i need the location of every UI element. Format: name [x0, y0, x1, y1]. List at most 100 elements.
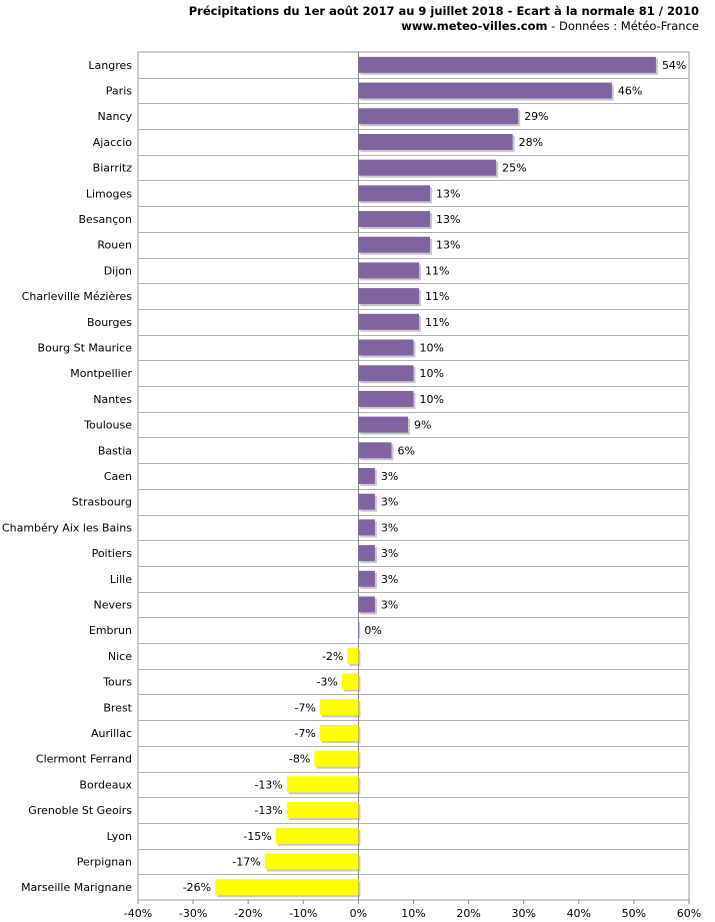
bar — [358, 416, 408, 433]
chart-subtitle: www.meteo-villes.com - Données : Météo-F… — [401, 19, 699, 33]
value-label: 25% — [502, 162, 526, 175]
bar — [358, 211, 431, 228]
bar — [358, 236, 431, 253]
bar — [358, 56, 656, 73]
bar — [358, 622, 360, 639]
value-label: 13% — [436, 187, 460, 200]
value-label: 11% — [425, 290, 449, 303]
category-label: Bourg St Maurice — [38, 342, 133, 355]
bars — [215, 56, 658, 898]
value-label: -13% — [254, 804, 282, 817]
value-label: -2% — [322, 650, 343, 663]
category-label: Chambéry Aix les Bains — [2, 521, 132, 534]
value-label: 13% — [436, 213, 460, 226]
category-label: Brest — [103, 701, 132, 714]
category-label: Tours — [102, 676, 132, 689]
x-tick-label: 20% — [456, 907, 480, 920]
value-label: 29% — [524, 110, 548, 123]
category-label: Nice — [108, 650, 132, 663]
value-label: -17% — [232, 855, 260, 868]
category-label: Ajaccio — [93, 136, 132, 149]
category-label: Poitiers — [92, 547, 133, 560]
bar — [286, 802, 359, 819]
chart-title: Précipitations du 1er août 2017 au 9 jui… — [188, 4, 699, 18]
value-label: -15% — [243, 830, 271, 843]
category-label: Perpignan — [77, 855, 132, 868]
value-label: 3% — [381, 470, 398, 483]
value-label: 6% — [397, 444, 414, 457]
value-label: 10% — [420, 342, 444, 355]
x-tick-label: -20% — [234, 907, 262, 920]
value-label: 9% — [414, 419, 431, 432]
category-label: Rouen — [97, 239, 132, 252]
category-label: Nancy — [98, 110, 133, 123]
category-label: Nevers — [93, 598, 132, 611]
category-label: Lille — [110, 573, 132, 586]
category-label: Strasbourg — [72, 496, 132, 509]
x-tick-label: -30% — [179, 907, 207, 920]
data-source: - Données : Météo-France — [547, 19, 699, 33]
x-tick-label: 30% — [511, 907, 535, 920]
bar — [286, 776, 359, 793]
category-label: Langres — [88, 59, 132, 72]
x-tick-label: 40% — [567, 907, 591, 920]
bar — [264, 853, 359, 870]
bar — [358, 133, 513, 150]
category-label: Montpellier — [70, 367, 132, 380]
value-label: 10% — [420, 367, 444, 380]
bar — [358, 82, 612, 99]
bar — [215, 879, 359, 896]
value-label: -7% — [294, 727, 315, 740]
value-label: 0% — [364, 624, 381, 637]
value-label: 28% — [519, 136, 543, 149]
value-label: 54% — [662, 59, 686, 72]
category-label: Bastia — [98, 444, 132, 457]
bar — [358, 545, 375, 562]
value-label: 3% — [381, 521, 398, 534]
value-labels: 54% 46% 29% 28% 25% 13% 13% 13% 11% 11% 11% 10% 10% 1… — [183, 59, 687, 894]
bar — [358, 339, 414, 356]
bar — [358, 185, 431, 202]
x-axis-ticks: -40% -30% -20% -10% 0% 10% 20% 30% 40% 50% 60% — [124, 900, 701, 920]
bar — [358, 519, 375, 536]
x-tick-label: 10% — [401, 907, 425, 920]
bar — [275, 827, 359, 844]
category-label: Aurillac — [91, 727, 132, 740]
x-tick-label: -40% — [124, 907, 152, 920]
value-label: 13% — [436, 239, 460, 252]
bar — [341, 673, 359, 690]
category-label: Caen — [104, 470, 132, 483]
value-label: -26% — [183, 881, 211, 894]
value-label: 11% — [425, 264, 449, 277]
category-label: Bordeaux — [79, 778, 132, 791]
value-label: -3% — [316, 676, 337, 689]
value-label: 3% — [381, 598, 398, 611]
value-label: 3% — [381, 573, 398, 586]
bar — [358, 288, 420, 305]
category-label: Paris — [106, 85, 132, 98]
x-tick-label: 50% — [622, 907, 646, 920]
x-tick-label: -10% — [289, 907, 317, 920]
bar — [358, 570, 375, 587]
bar — [358, 262, 420, 279]
category-label: Dijon — [104, 264, 132, 277]
grid-lines — [137, 51, 690, 901]
value-label: -13% — [254, 778, 282, 791]
bar — [358, 108, 519, 125]
site-name: www.meteo-villes.com — [401, 19, 548, 33]
value-label: 3% — [381, 547, 398, 560]
bar — [319, 699, 359, 716]
bar — [314, 750, 359, 767]
value-label: -7% — [294, 701, 315, 714]
value-label: -8% — [289, 753, 310, 766]
bar — [358, 468, 375, 484]
category-label: Charleville Mézières — [22, 290, 133, 303]
category-label: Clermont Ferrand — [36, 753, 132, 766]
x-tick-label: 60% — [677, 907, 701, 920]
value-label: 11% — [425, 316, 449, 329]
category-label: Biarritz — [93, 162, 133, 175]
category-label: Besançon — [78, 213, 132, 226]
category-labels: Langres Paris Nancy Ajaccio Biarritz Limoges B… — [2, 59, 133, 894]
bar — [358, 159, 497, 176]
